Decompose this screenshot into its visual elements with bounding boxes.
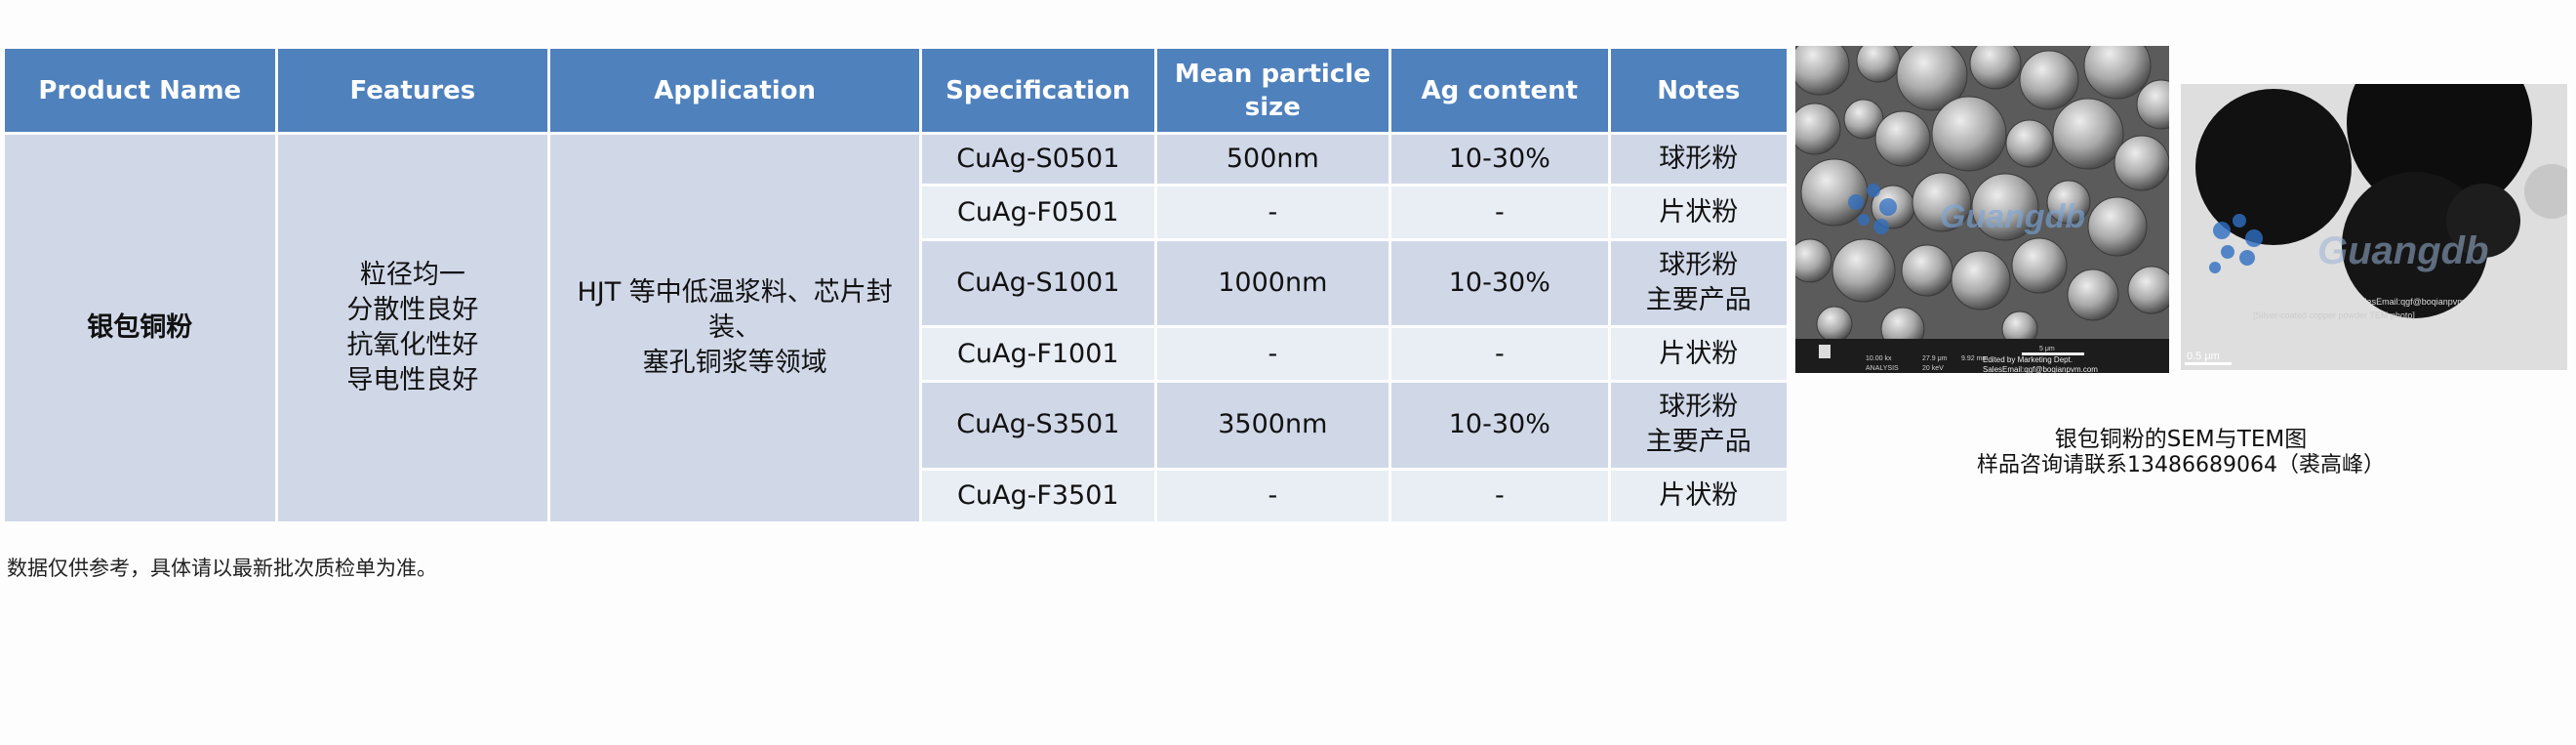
size-cell: -: [1156, 470, 1389, 521]
header-ag-content: Ag content: [1391, 49, 1608, 132]
notes-line: 片状粉: [1659, 196, 1739, 228]
spec-cell: CuAg-S0501: [922, 135, 1154, 185]
feature-item: 粒径均一: [359, 260, 465, 290]
sem-micrograph: Guangdb 10.00 kx 27.9 μm 9.92 mm ANALYSI…: [1795, 46, 2169, 373]
notes-cell: 球形粉 主要产品: [1610, 240, 1787, 326]
features-cell: 粒径均一 分散性良好 抗氧化性好 导电性良好: [277, 135, 548, 521]
table-header-row: Product Name Features Application Specif…: [5, 49, 1787, 132]
application-line: 塞孔铜浆等领域: [642, 348, 827, 378]
notes-cell: 球形粉: [1610, 135, 1787, 185]
spec-cell: CuAg-S3501: [922, 382, 1154, 468]
header-mean-particle-size-line: size: [1244, 92, 1301, 122]
tem-particles-graphic: Guangdb Edited by Marketing Dept.SalesEm…: [2181, 84, 2567, 370]
sem-credit: Edited by Marketing Dept.: [1983, 355, 2073, 364]
notes-line: 球形粉: [1659, 250, 1739, 281]
table-row: CuAg-F1001 - - 片状粉: [5, 328, 1787, 380]
header-application: Application: [550, 49, 920, 132]
table-row: CuAg-F0501 - - 片状粉: [5, 186, 1787, 238]
sem-energy: 20 keV: [1922, 365, 1944, 372]
notes-line: 球形粉: [1659, 144, 1739, 175]
image-caption-title: 银包铜粉的SEM与TEM图: [2054, 427, 2308, 452]
feature-item: 导电性良好: [346, 365, 479, 395]
table-row: 银包铜粉 粒径均一 分散性良好 抗氧化性好 导电性良好 HJT 等中低温浆料、芯…: [5, 135, 1787, 521]
header-specification: Specification: [922, 49, 1154, 132]
notes-line: 球形粉: [1659, 392, 1739, 423]
ag-cell: -: [1391, 328, 1608, 380]
ag-cell: 10-30%: [1391, 135, 1608, 185]
tem-scale-bar: [2185, 362, 2232, 365]
header-features: Features: [277, 49, 548, 132]
spec-cell: CuAg-F1001: [922, 328, 1154, 380]
header-mean-particle-size-line: Mean particle: [1174, 59, 1371, 89]
ag-cell: -: [1391, 186, 1608, 238]
product-name-cell: 银包铜粉: [5, 135, 275, 521]
size-cell: 1000nm: [1156, 240, 1389, 326]
notes-cell: 球形粉 主要产品: [1610, 382, 1787, 468]
size-cell: 500nm: [1156, 135, 1389, 185]
ag-cell: -: [1391, 470, 1608, 521]
ag-cell: 10-30%: [1391, 240, 1608, 326]
feature-item: 分散性良好: [346, 295, 479, 325]
image-caption-contact: 样品咨询请联系13486689064（裘高峰）: [1977, 453, 2385, 477]
header-notes: Notes: [1610, 49, 1787, 132]
spec-cell: CuAg-F0501: [922, 186, 1154, 238]
sem-particles-graphic: Guangdb 10.00 kx 27.9 μm 9.92 mm ANALYSI…: [1795, 46, 2169, 373]
sem-wd: 9.92 mm: [1961, 355, 1988, 362]
notes-line: 片状粉: [1659, 479, 1739, 511]
feature-item: 抗氧化性好: [346, 330, 479, 360]
spec-cell: CuAg-F3501: [922, 470, 1154, 521]
tem-scale: 0.5 μm: [2187, 351, 2220, 362]
notes-line: 主要产品: [1645, 285, 1751, 316]
sem-scale-bar: [2022, 352, 2084, 355]
application-cell: HJT 等中低温浆料、芯片封装、 塞孔铜浆等领域: [550, 135, 920, 521]
tem-label: [Silver-coated copper powder TEM photo]: [2253, 310, 2415, 320]
sem-mag: 10.00 kx: [1866, 355, 1892, 362]
footnote: 数据仅供参考，具体请以最新批次质检单为准。: [7, 557, 437, 580]
spec-cell: CuAg-S1001: [922, 240, 1154, 326]
size-cell: -: [1156, 328, 1389, 380]
notes-cell: 片状粉: [1610, 328, 1787, 380]
size-cell: -: [1156, 186, 1389, 238]
notes-line: 片状粉: [1659, 338, 1739, 369]
tem-micrograph: Guangdb Edited by Marketing Dept.SalesEm…: [2181, 84, 2567, 370]
notes-line: 主要产品: [1645, 427, 1751, 458]
sem-scale: 5 μm: [2039, 346, 2055, 352]
tem-credit: Edited by Marketing Dept.SalesEmail:qgf@…: [2253, 297, 2483, 307]
product-spec-table: Product Name Features Application Specif…: [2, 46, 1790, 524]
header-mean-particle-size: Mean particle size: [1156, 49, 1389, 132]
notes-cell: 片状粉: [1610, 470, 1787, 521]
size-cell: 3500nm: [1156, 382, 1389, 468]
table-row: CuAg-S1001 1000nm 10-30% 球形粉 主要产品: [5, 240, 1787, 326]
ag-cell: 10-30%: [1391, 382, 1608, 468]
application-line: HJT 等中低温浆料、芯片封装、: [577, 277, 893, 343]
tem-watermark: Guangdb: [2317, 229, 2489, 272]
table-row: CuAg-S3501 3500nm 10-30% 球形粉 主要产品: [5, 382, 1787, 468]
table-row: CuAg-F3501 - - 片状粉: [5, 470, 1787, 521]
sem-hfw: 27.9 μm: [1922, 355, 1948, 362]
sem-watermark: Guangdb: [1940, 198, 2085, 235]
notes-cell: 片状粉: [1610, 186, 1787, 238]
sem-mode: ANALYSIS: [1866, 365, 1899, 372]
header-product-name: Product Name: [5, 49, 275, 132]
sem-email: SalesEmail:qgf@boqianpvm.com: [1983, 365, 2098, 373]
